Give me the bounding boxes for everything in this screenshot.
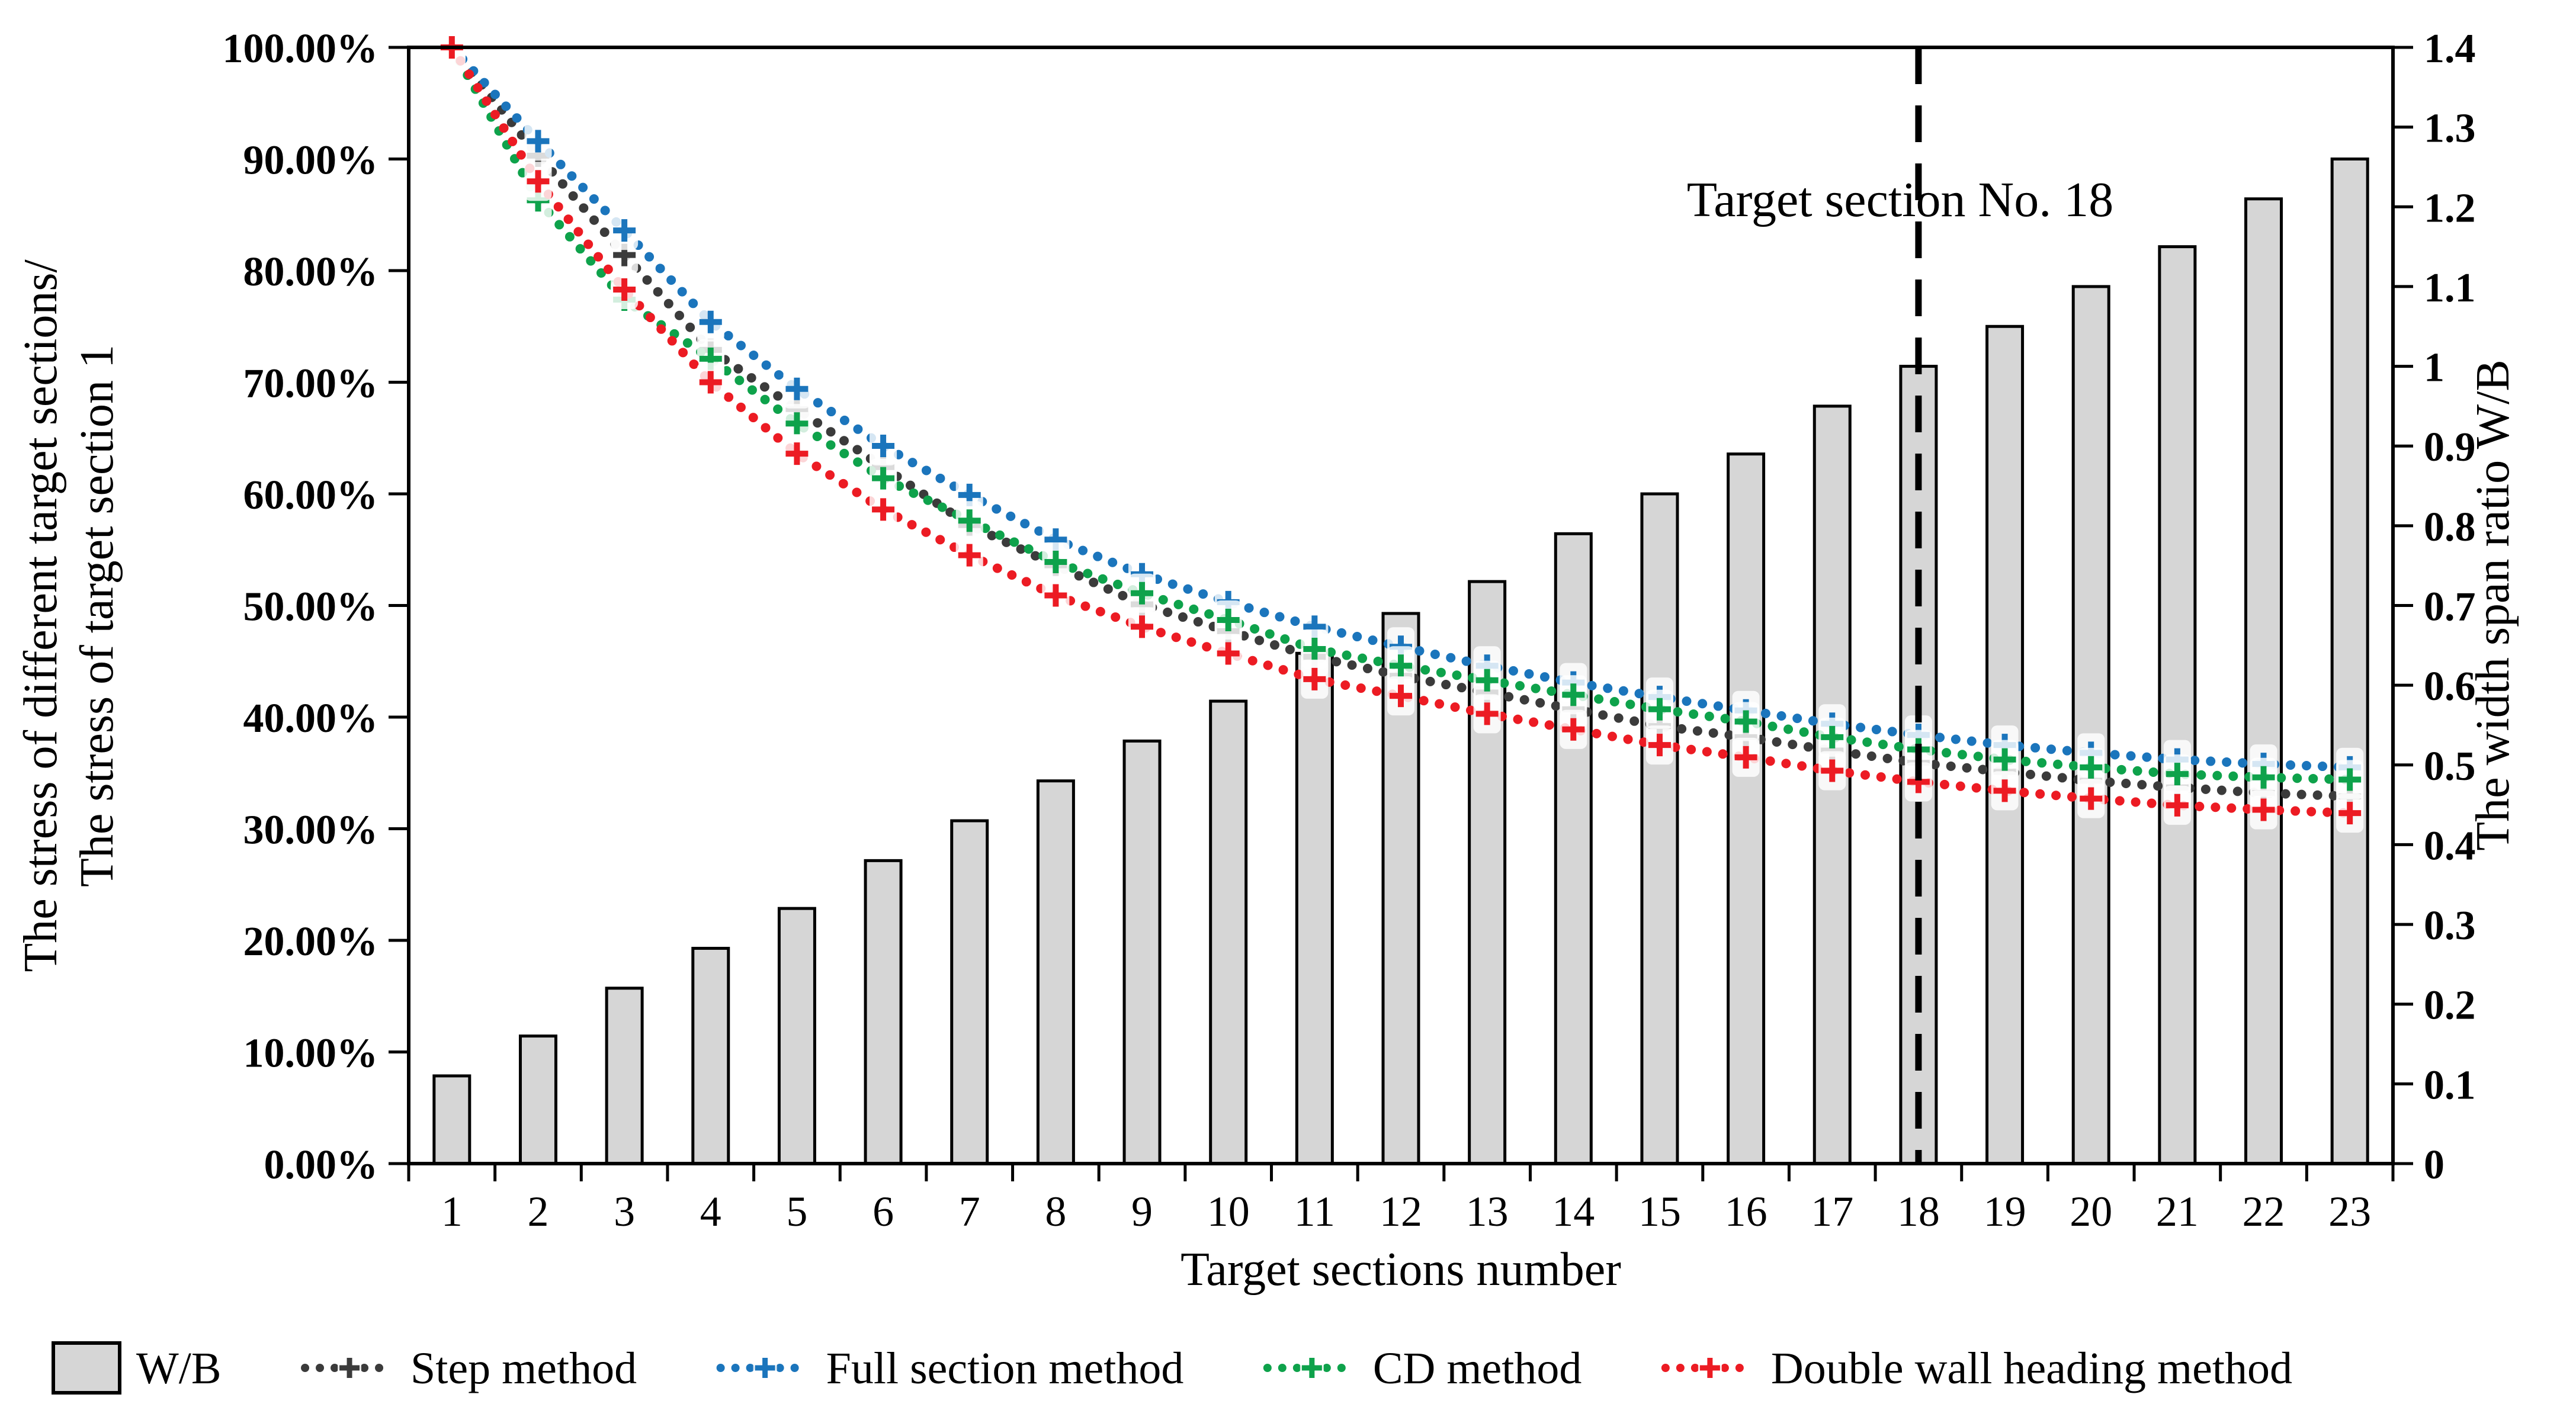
- x-tick-label: 9: [1131, 1188, 1153, 1235]
- y-right-tick-label: 1.4: [2424, 26, 2476, 72]
- bar-wb: [1554, 532, 1593, 1165]
- x-tick-label: 6: [872, 1188, 894, 1235]
- y-left-tick-label: 30.00%: [243, 808, 378, 853]
- series-double-wall-heading-method: [438, 28, 2364, 833]
- y-right-tick-label: 0.6: [2424, 664, 2476, 709]
- x-tick-label: 7: [959, 1188, 980, 1235]
- legend-item-full-section-method: Full section method: [716, 1344, 1184, 1393]
- y-right-tick-label: 0.9: [2424, 425, 2476, 470]
- y-right-tick-label: 0.5: [2424, 744, 2476, 789]
- bar-wb: [691, 946, 730, 1165]
- x-tick-label: 20: [2070, 1188, 2112, 1235]
- y-left-axis-title-line1: The stress of different target sections/: [15, 259, 67, 972]
- bar-wb: [777, 907, 816, 1165]
- dotted-line: [447, 43, 2355, 818]
- y-right-tick-label: 1.2: [2424, 185, 2476, 231]
- legend-item-w-b: W/B: [52, 1341, 222, 1395]
- bar-wb: [2071, 285, 2110, 1165]
- y-left-tick-label: 100.00%: [223, 26, 378, 72]
- legend-bar-swatch: [52, 1341, 121, 1395]
- bar-wb: [1122, 739, 1162, 1165]
- y-right-axis-title: The width span ratio W/B: [2467, 359, 2519, 851]
- bar-wb: [2330, 158, 2369, 1165]
- y-left-tick-label: 40.00%: [243, 696, 378, 741]
- bar-wb: [2158, 245, 2197, 1165]
- bar-wb: [1640, 492, 1679, 1165]
- legend-item-double-wall-heading-method: Double wall heading method: [1661, 1344, 2292, 1393]
- y-left-tick-label: 50.00%: [243, 584, 378, 630]
- x-tick-label: 2: [527, 1188, 548, 1235]
- tick-labels-group: 0.00% 10.00% 20.00% 30.00% 40.00% 50.00% 60.00…: [223, 26, 2476, 1235]
- y-left-tick-label: 10.00%: [243, 1031, 378, 1077]
- y-right-tick-label: 0.1: [2424, 1062, 2476, 1108]
- legend-item-step-method: Step method: [301, 1344, 637, 1393]
- x-tick-label: 23: [2328, 1188, 2371, 1235]
- y-right-tick-label: 0.7: [2424, 584, 2476, 630]
- legend-label: Step method: [410, 1344, 637, 1393]
- x-tick-label: 19: [1984, 1188, 2026, 1235]
- legend-item-cd-method: CD method: [1263, 1344, 1582, 1393]
- y-right-tick-label: 1.1: [2424, 265, 2476, 311]
- bars-group: [432, 158, 2369, 1165]
- bar-wb: [605, 987, 644, 1165]
- y-left-tick-label: 60.00%: [243, 473, 378, 518]
- bar-wb: [1295, 651, 1334, 1165]
- y-left-tick-label: 20.00%: [243, 919, 378, 965]
- x-tick-label: 21: [2156, 1188, 2199, 1235]
- y-right-tick-label: 0: [2424, 1142, 2445, 1188]
- bar-wb: [432, 1074, 471, 1165]
- x-tick-label: 16: [1725, 1188, 1767, 1235]
- bar-wb: [1727, 452, 1766, 1165]
- bar-wb: [864, 859, 903, 1165]
- y-right-tick-label: 0.2: [2424, 983, 2476, 1029]
- x-tick-label: 8: [1045, 1188, 1066, 1235]
- legend-label: CD method: [1373, 1344, 1582, 1393]
- bar-wb: [1209, 699, 1248, 1165]
- y-right-tick-label: 1: [2424, 345, 2445, 391]
- x-tick-label: 12: [1380, 1188, 1422, 1235]
- bar-wb: [2244, 197, 2283, 1165]
- y-left-axis-title-line2: The stress of target section 1: [71, 345, 123, 887]
- y-right-tick-label: 1.3: [2424, 106, 2476, 152]
- dotted-line: [447, 43, 2355, 785]
- x-tick-label: 15: [1638, 1188, 1681, 1235]
- y-right-tick-label: 0.8: [2424, 505, 2476, 550]
- bar-wb: [950, 819, 989, 1165]
- y-left-tick-label: 0.00%: [264, 1142, 378, 1188]
- y-right-tick-label: 0.4: [2424, 823, 2476, 869]
- x-tick-label: 11: [1294, 1188, 1335, 1235]
- x-tick-label: 14: [1552, 1188, 1595, 1235]
- x-tick-label: 18: [1897, 1188, 1940, 1235]
- legend-group: W/B Step method Full section method CD meth…: [52, 1341, 2292, 1395]
- x-tick-label: 13: [1466, 1188, 1509, 1235]
- y-left-tick-label: 90.00%: [243, 138, 378, 184]
- x-tick-label: 10: [1207, 1188, 1250, 1235]
- target-section-annotation: Target section No. 18: [1687, 172, 2113, 227]
- y-left-tick-label: 80.00%: [243, 249, 378, 295]
- x-tick-label: 4: [700, 1188, 721, 1235]
- axes-group: [389, 46, 2413, 1181]
- x-tick-label: 22: [2243, 1188, 2285, 1235]
- bar-wb: [518, 1035, 557, 1165]
- bar-wb: [1036, 779, 1075, 1165]
- legend-label: Full section method: [826, 1344, 1184, 1393]
- x-tick-label: 17: [1811, 1188, 1853, 1235]
- legend-label: W/B: [136, 1344, 222, 1393]
- x-tick-label: 5: [786, 1188, 807, 1235]
- y-right-tick-label: 0.3: [2424, 903, 2476, 949]
- x-tick-label: 1: [441, 1188, 463, 1235]
- x-tick-label: 3: [614, 1188, 635, 1235]
- x-axis-title: Target sections number: [1180, 1244, 1621, 1296]
- legend-label: Double wall heading method: [1771, 1344, 2292, 1393]
- line-series-group: [438, 28, 2364, 833]
- y-left-tick-label: 70.00%: [243, 361, 378, 407]
